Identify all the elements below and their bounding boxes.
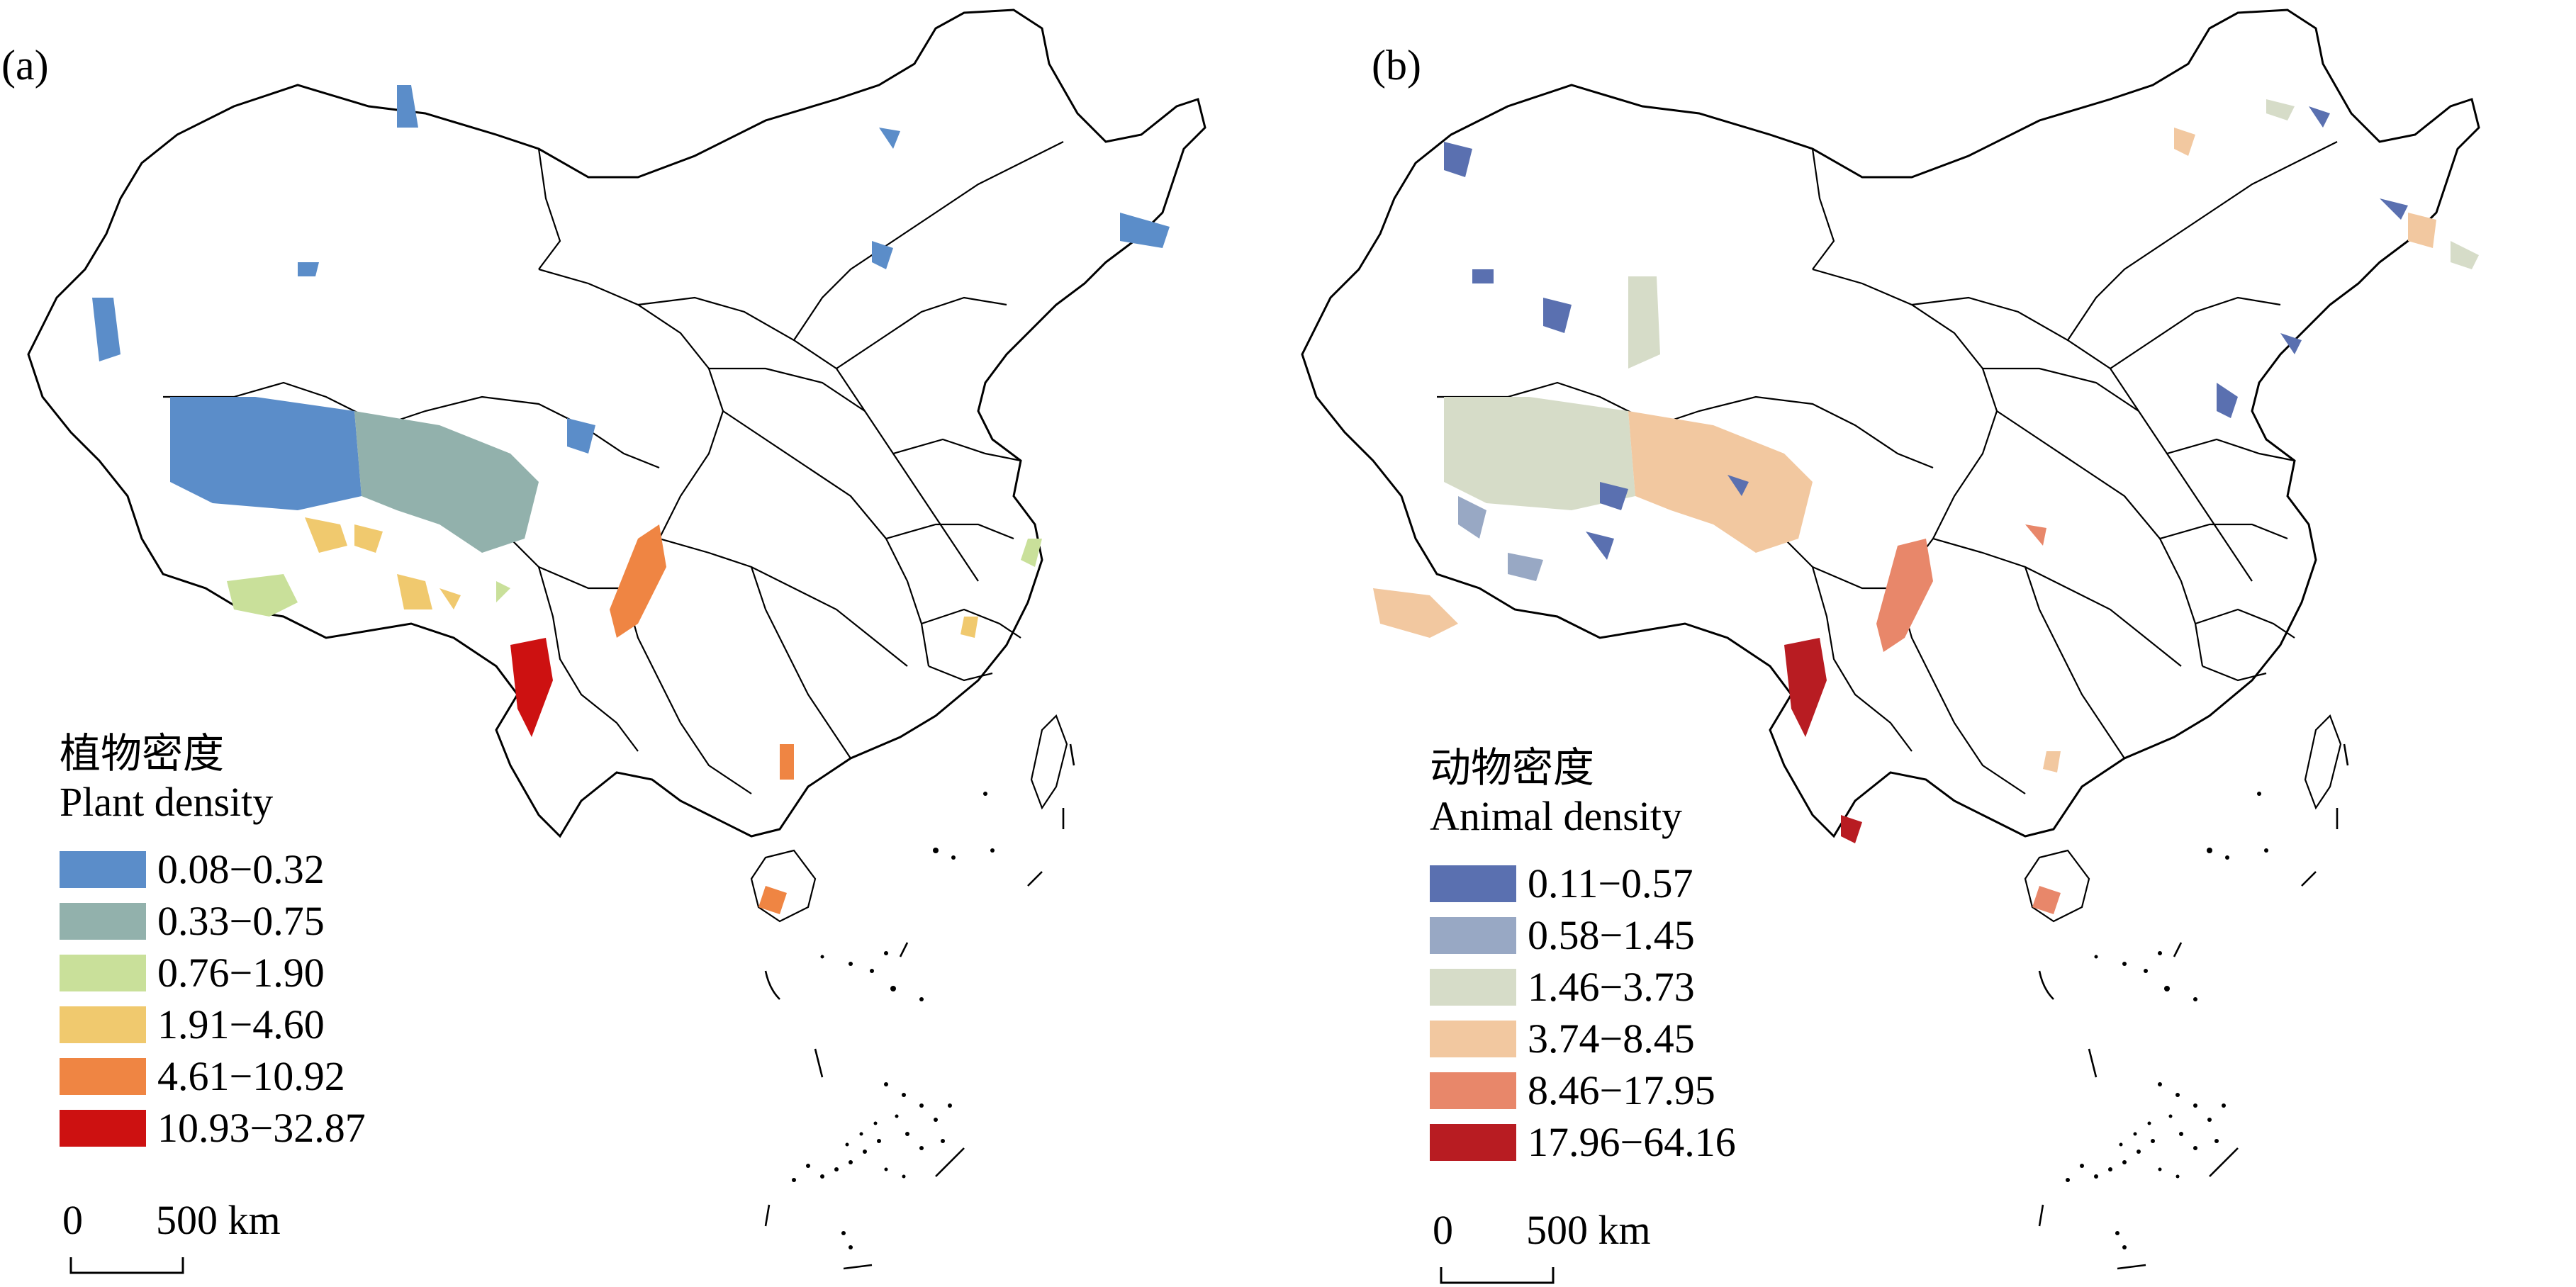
legend-item: 0.58−1.45 xyxy=(1430,910,1736,962)
legend-item: 10.93−32.87 xyxy=(60,1103,366,1154)
legend-label: 0.08−0.32 xyxy=(157,846,325,893)
legend-swatch xyxy=(60,1006,146,1044)
legend-label: 4.61−10.92 xyxy=(157,1053,345,1100)
legend-swatch xyxy=(60,1110,146,1147)
region-class-1 xyxy=(170,397,362,510)
legend-label: 0.58−1.45 xyxy=(1528,912,1695,959)
legend-item: 0.76−1.90 xyxy=(60,948,366,999)
legend-item: 8.46−17.95 xyxy=(1430,1065,1736,1117)
panel-plant-density: (a) xyxy=(0,0,1288,1283)
scale-zero: 0 xyxy=(1433,1207,1453,1253)
legend: 动物密度 Animal density 0.11−0.57 0.58−1.45 1.… xyxy=(1430,744,1736,1169)
legend-item: 3.74−8.45 xyxy=(1430,1013,1736,1065)
scale-label: 500 km xyxy=(156,1197,281,1243)
panel-animal-density: (b) 动物密度 Animal density 0.11−0.57 0.58−1.… xyxy=(1288,0,2576,1284)
panel-label: (a) xyxy=(1,42,49,89)
legend-swatch xyxy=(1430,1021,1516,1058)
region-class-3 xyxy=(1444,397,1635,510)
legend-label: 0.11−0.57 xyxy=(1528,860,1693,907)
legend-swatch xyxy=(60,955,146,992)
legend-items: 0.11−0.57 0.58−1.45 1.46−3.73 3.74−8.45 8.46… xyxy=(1430,858,1736,1169)
legend-title-en: Plant density xyxy=(60,779,274,826)
legend: 植物密度 Plant density 0.08−0.32 0.33−0.75 0.7… xyxy=(60,730,366,1154)
legend-items: 0.08−0.32 0.33−0.75 0.76−1.90 1.91−4.60 4.61… xyxy=(60,844,366,1154)
legend-swatch xyxy=(1430,917,1516,955)
scale-line xyxy=(69,1257,184,1274)
legend-label: 3.74−8.45 xyxy=(1528,1016,1695,1062)
legend-title-zh: 植物密度 xyxy=(60,731,225,777)
scale-line xyxy=(1440,1267,1555,1284)
legend-item: 0.08−0.32 xyxy=(60,844,366,896)
region-class-4 xyxy=(1628,411,1813,553)
legend-item: 1.91−4.60 xyxy=(60,999,366,1051)
legend-swatch xyxy=(60,851,146,889)
region-class-1-extra xyxy=(92,85,1170,454)
china-map xyxy=(1301,9,2480,1270)
scale-label: 500 km xyxy=(1526,1207,1651,1253)
legend-swatch xyxy=(1430,1072,1516,1110)
legend-label: 17.96−64.16 xyxy=(1528,1119,1736,1166)
china-map xyxy=(27,9,1206,1270)
legend-swatch xyxy=(60,903,146,940)
legend-title-zh: 动物密度 xyxy=(1430,745,1595,791)
legend-swatch xyxy=(1430,1124,1516,1162)
legend-title-en: Animal density xyxy=(1430,793,1683,840)
region-class-6 xyxy=(1784,638,1862,843)
legend-label: 8.46−17.95 xyxy=(1528,1067,1715,1114)
legend-item: 0.11−0.57 xyxy=(1430,858,1736,910)
legend-swatch xyxy=(1430,865,1516,903)
region-class-6 xyxy=(510,638,553,737)
legend-item: 4.61−10.92 xyxy=(60,1051,366,1103)
legend-label: 0.33−0.75 xyxy=(157,898,325,945)
region-class-5 xyxy=(1876,524,2061,914)
region-class-2 xyxy=(1458,496,1543,581)
legend-item: 1.46−3.73 xyxy=(1430,962,1736,1013)
scale-zero: 0 xyxy=(62,1197,83,1243)
region-class-3 xyxy=(227,574,298,617)
density-regions xyxy=(1373,99,2479,914)
region-class-5 xyxy=(610,524,794,914)
density-regions xyxy=(92,85,1170,914)
legend-label: 0.76−1.90 xyxy=(157,950,325,996)
legend-label: 10.93−32.87 xyxy=(157,1105,366,1152)
legend-label: 1.91−4.60 xyxy=(157,1001,325,1048)
panel-label: (b) xyxy=(1372,42,1421,89)
legend-swatch xyxy=(60,1058,146,1096)
legend-item: 17.96−64.16 xyxy=(1430,1117,1736,1169)
legend-swatch xyxy=(1430,969,1516,1006)
legend-item: 0.33−0.75 xyxy=(60,896,366,948)
region-class-4 xyxy=(305,517,432,609)
legend-label: 1.46−3.73 xyxy=(1528,964,1695,1011)
region-class-2 xyxy=(354,411,539,553)
